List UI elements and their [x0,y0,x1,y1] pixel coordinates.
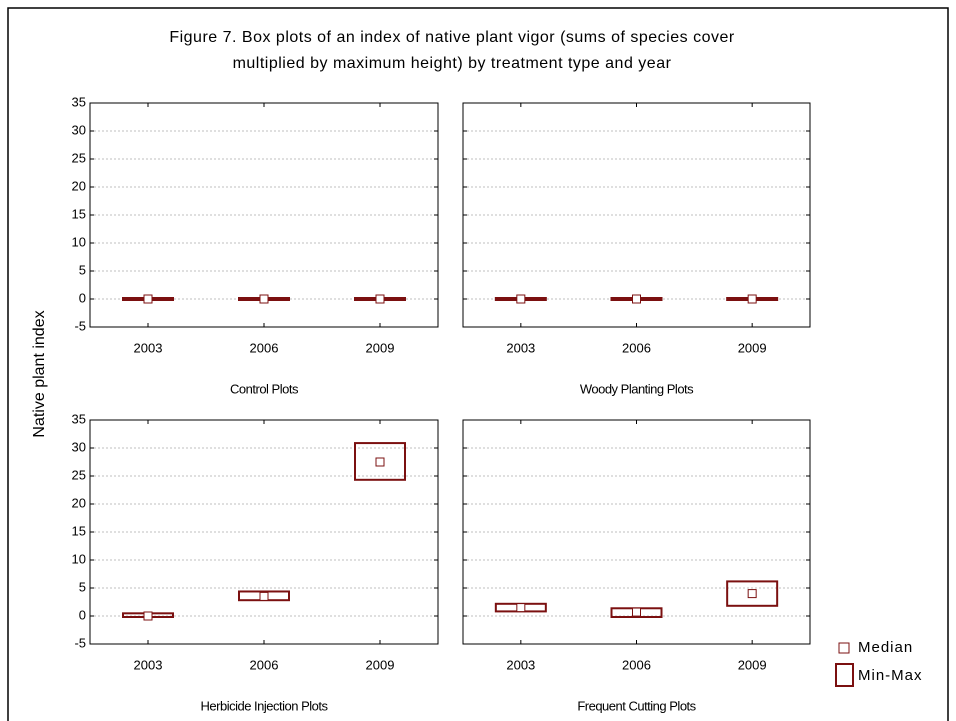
y-tick-label: 30 [72,122,86,137]
x-tick-label: 2003 [134,340,163,355]
median [259,591,269,601]
panel-label: Herbicide Injection Plots [201,698,329,713]
y-tick-label: 5 [79,579,86,594]
y-tick-label: 20 [72,178,86,193]
x-tick-label: 2009 [366,340,395,355]
y-tick-label: -5 [74,318,86,333]
median [632,607,641,617]
legend-median-icon [838,642,850,654]
x-tick-label: 2009 [366,657,395,672]
x-tick-label: 2009 [738,340,767,355]
median [516,294,526,304]
x-tick-label: 2006 [250,657,279,672]
panel-label: Woody Planting Plots [580,381,694,396]
chart-title: multiplied by maximum height) by treatme… [233,55,672,72]
y-tick-label: 5 [79,262,86,277]
y-tick-label: 35 [72,411,86,426]
median [632,294,641,304]
median [747,589,757,599]
y-tick-label: 35 [72,94,86,109]
y-tick-label: -5 [74,635,86,650]
median [747,294,757,304]
x-tick-label: 2009 [738,657,767,672]
y-tick-label: 25 [72,467,86,482]
x-tick-label: 2003 [134,657,163,672]
median [516,603,526,613]
chart-title: Figure 7. Box plots of an index of nativ… [169,29,735,46]
x-tick-label: 2006 [622,340,651,355]
y-tick-label: 30 [72,439,86,454]
y-tick-label: 0 [79,607,86,622]
x-tick-label: 2003 [506,657,535,672]
median [259,294,269,304]
legend-minmax-icon [835,663,854,687]
y-tick-label: 15 [72,206,86,221]
y-tick-label: 20 [72,495,86,510]
median [143,611,153,621]
legend-label: Median [858,639,913,656]
y-tick-label: 15 [72,523,86,538]
frame [7,7,949,721]
median [375,294,385,304]
panel-label: Frequent Cutting Plots [577,698,696,713]
y-tick-label: 10 [72,551,86,566]
panel-label: Control Plots [230,381,299,396]
median [143,294,153,304]
box [354,442,406,481]
x-tick-label: 2003 [506,340,535,355]
x-tick-label: 2006 [250,340,279,355]
y-axis-label: Native plant index [31,310,48,437]
box [726,580,779,607]
median [375,457,385,467]
legend-label: Min-Max [858,667,923,684]
x-tick-label: 2006 [622,657,651,672]
y-tick-label: 25 [72,150,86,165]
y-tick-label: 0 [79,290,86,305]
y-tick-label: 10 [72,234,86,249]
